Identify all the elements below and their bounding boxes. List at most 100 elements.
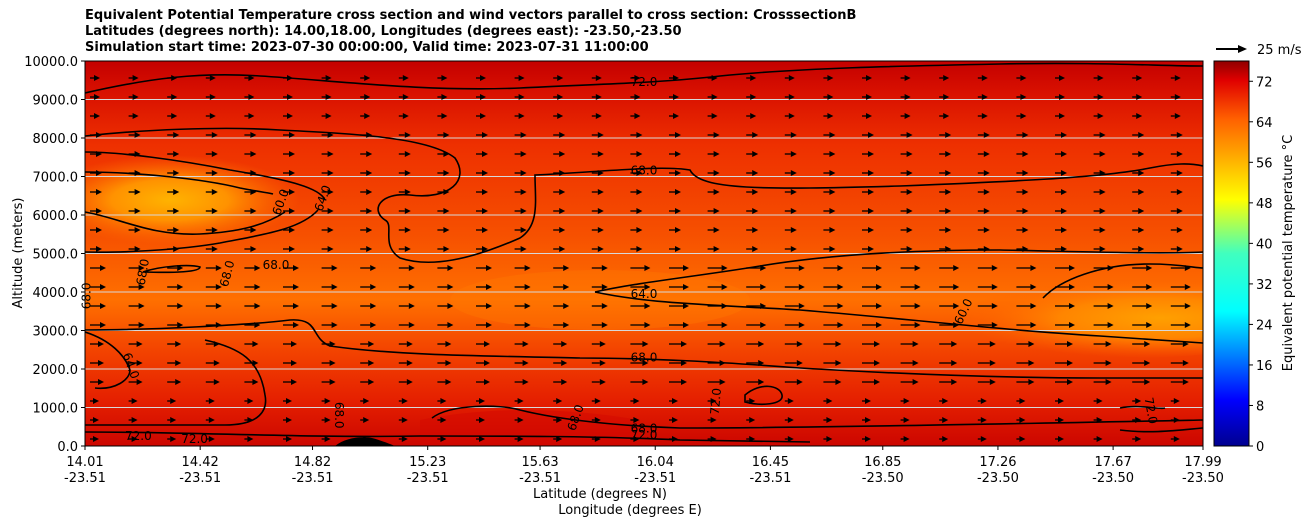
wind-arrow [939, 322, 960, 328]
wind-arrow [205, 398, 215, 404]
wind-arrow [167, 227, 180, 233]
wind-arrow [1016, 436, 1026, 442]
wind-arrow [283, 265, 299, 271]
wind-arrow [1016, 417, 1026, 423]
wind-arrow [939, 132, 952, 138]
wind-arrow [476, 208, 488, 214]
wind-arrow [746, 265, 767, 271]
wind-arrow [1132, 417, 1142, 423]
wind-arrow [283, 379, 297, 385]
wind-arrow [1016, 94, 1027, 100]
wind-arrow [360, 303, 377, 309]
wind-arrow [746, 94, 757, 100]
wind-arrow [823, 284, 844, 290]
colorbar-tick-label: 8 [1256, 399, 1264, 414]
wind-arrow [1132, 189, 1145, 195]
wind-arrow [437, 170, 450, 176]
wind-arrow [900, 284, 921, 290]
wind-arrow [514, 417, 524, 423]
wind-arrow [900, 170, 913, 176]
wind-arrow [1016, 303, 1037, 309]
wind-arrow [1093, 113, 1104, 119]
wind-arrow [823, 360, 842, 366]
wind-arrow [90, 265, 106, 271]
colorbar-tick-label: 0 [1256, 440, 1264, 455]
wind-arrow [977, 360, 996, 366]
wind-arrow [167, 417, 177, 423]
wind-arrow [1055, 303, 1075, 309]
wind-arrow [1055, 189, 1067, 195]
wind-arrow [283, 132, 295, 138]
wind-arrow [591, 417, 601, 423]
wind-arrow [630, 322, 651, 328]
wind-arrow [398, 227, 411, 233]
wind-arrow [437, 284, 454, 290]
wind-arrow [591, 170, 604, 176]
wind-arrow [1055, 322, 1075, 328]
wind-arrow [1132, 132, 1145, 138]
wind-arrow [128, 341, 143, 347]
wind-arrow [128, 398, 138, 404]
colorbar-tick-label: 32 [1256, 278, 1273, 293]
wind-arrow [707, 436, 717, 442]
wind-arrow [437, 265, 454, 271]
wind-arrow [205, 94, 216, 100]
wind-arrow [476, 284, 492, 290]
wind-arrow [1170, 75, 1181, 81]
wind-arrow [784, 360, 803, 366]
wind-arrow [746, 132, 759, 138]
wind-arrow [862, 436, 871, 442]
wind-arrow [669, 189, 681, 195]
wind-arrow [900, 208, 913, 214]
x-tick-label-lat: 14.42 [182, 455, 219, 470]
contour-label: 72.0 [708, 387, 724, 415]
wind-arrow [398, 170, 411, 176]
wind-arrow [398, 417, 408, 423]
wind-arrow [553, 379, 568, 385]
wind-arrow [1093, 322, 1114, 328]
wind-arrow [437, 360, 452, 366]
wind-arrow [591, 265, 608, 271]
wind-arrow [553, 341, 568, 347]
wind-arrow [669, 436, 678, 442]
wind-arrow [476, 341, 490, 347]
wind-arrow [553, 75, 564, 81]
x-tick-label-lat: 16.04 [637, 455, 674, 470]
wind-arrow [321, 113, 332, 119]
wind-arrow [1093, 360, 1112, 366]
colorbar-tick-label: 64 [1256, 116, 1273, 131]
wind-arrow [669, 94, 679, 100]
wind-arrow [1093, 246, 1106, 252]
wind-arrow [1016, 360, 1035, 366]
wind-arrow [669, 322, 689, 328]
wind-arrow [244, 303, 261, 309]
wind-arrow [167, 303, 184, 309]
contour-lines [85, 62, 1203, 443]
wind-arrow [900, 303, 921, 309]
wind-vectors [90, 75, 1191, 442]
wind-arrow [476, 132, 488, 138]
wind-arrow [823, 341, 842, 347]
wind-arrow [977, 208, 990, 214]
contour-label: 72.0 [631, 75, 658, 89]
wind-arrow [669, 303, 689, 309]
wind-arrow [321, 284, 338, 290]
wind-arrow [205, 284, 222, 290]
wind-arrow [514, 94, 525, 100]
wind-arrow [167, 436, 177, 442]
wind-arrow [669, 151, 681, 157]
wind-arrow [283, 75, 293, 81]
wind-arrow [476, 94, 486, 100]
wind-arrow [1055, 227, 1067, 233]
wind-arrow [437, 398, 447, 404]
wind-arrow [283, 398, 292, 404]
wind-arrow [900, 94, 911, 100]
contour-68-lower [85, 319, 1203, 379]
wind-arrow [784, 265, 805, 271]
wind-arrow [630, 341, 649, 347]
contour-72-right-lower [1119, 427, 1203, 433]
wind-arrow [746, 170, 759, 176]
y-tick-label: 1000.0 [33, 402, 79, 417]
wind-arrow [205, 303, 222, 309]
colorbar-tick-label: 24 [1256, 318, 1273, 333]
